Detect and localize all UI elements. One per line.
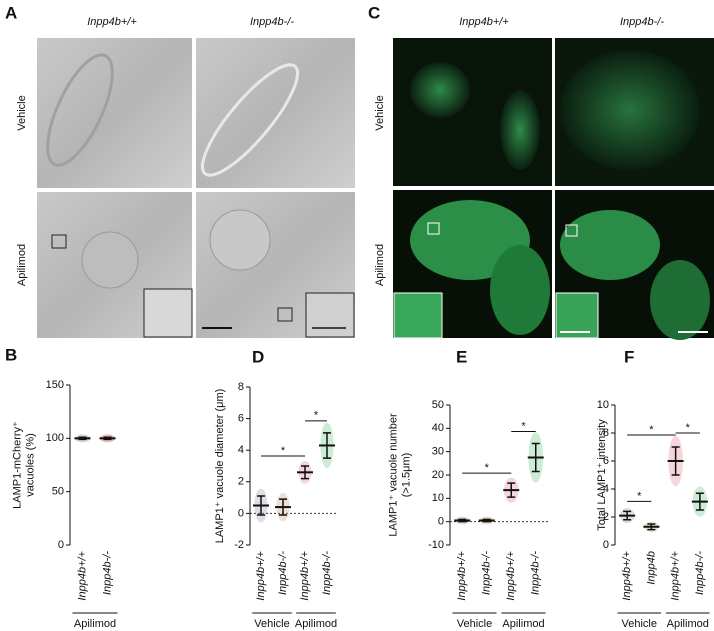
y-tick-label: 150 <box>46 379 64 391</box>
y-axis-label: (>1.5μm) <box>400 453 412 498</box>
significance-label: * <box>521 420 526 432</box>
y-tick-label: 4 <box>238 444 244 456</box>
group-label: Vehicle <box>457 618 492 630</box>
group-label: Apilimod <box>295 618 337 630</box>
row-label: Apilimod <box>374 244 386 286</box>
y-tick-label: 50 <box>432 399 444 411</box>
significance-label: * <box>485 462 490 474</box>
y-tick-label: 50 <box>52 486 64 498</box>
x-tick-label: Inpp4b+/+ <box>670 550 682 600</box>
x-tick-label: Inpp4b-/- <box>101 551 113 595</box>
panel-letter: E <box>456 347 467 366</box>
x-tick-label: Inpp4b-/- <box>481 551 493 595</box>
x-tick-label: Inpp4b+/+ <box>456 550 468 600</box>
y-axis-label: vacuoles (%) <box>24 433 36 497</box>
panel-c-images <box>393 38 714 340</box>
significance-label: * <box>637 490 642 502</box>
x-tick-label: Inpp4b+/+ <box>621 550 633 600</box>
group-label: Vehicle <box>622 618 657 630</box>
y-tick-label: 10 <box>597 399 609 411</box>
y-tick-label: 40 <box>432 422 444 434</box>
x-tick-label: Inpp4b+/+ <box>505 550 517 600</box>
panel-letter: B <box>5 345 17 364</box>
y-tick-label: 2 <box>603 511 609 523</box>
y-tick-label: 2 <box>238 476 244 488</box>
group-label: Apilimod <box>74 618 116 630</box>
significance-label: * <box>281 445 286 457</box>
row-label: Vehicle <box>16 95 28 130</box>
y-tick-label: 4 <box>603 483 609 495</box>
column-header: Inpp4b+/+ <box>459 16 509 28</box>
x-tick-label: Inpp4b+/+ <box>255 550 267 600</box>
x-tick-label: Inpp4b-/- <box>694 551 706 595</box>
x-tick-label: Inpp4b+/+ <box>76 550 88 600</box>
y-tick-label: 0 <box>58 539 64 551</box>
panel-letter: C <box>368 3 380 22</box>
panel-a-images <box>37 38 355 338</box>
x-tick-label: Inpp4b-/- <box>321 551 333 595</box>
y-axis-label: LAMP1⁺ vacuole number <box>387 413 399 537</box>
significance-label: * <box>649 424 654 436</box>
row-label: Apilimod <box>16 244 28 286</box>
y-axis-label: LAMP1⁺ vacuole diameter (μm) <box>214 389 226 544</box>
y-tick-label: -10 <box>428 539 444 551</box>
group-label: Vehicle <box>254 618 289 630</box>
group-label: Apilimod <box>502 618 544 630</box>
column-header: Inpp4b+/+ <box>87 16 137 28</box>
significance-label: * <box>686 422 691 434</box>
y-tick-label: 8 <box>238 381 244 393</box>
panel-letter: D <box>252 347 264 366</box>
y-axis-label: LAMP1-mCherry⁺ <box>11 421 23 509</box>
y-tick-label: 0 <box>438 516 444 528</box>
x-tick-label: Inpp4b-/- <box>530 551 542 595</box>
y-tick-label: -2 <box>234 539 244 551</box>
x-tick-label: Inpp4b-/- <box>277 551 289 595</box>
column-header: Inpp4b-/- <box>620 16 664 28</box>
y-tick-label: 8 <box>603 427 609 439</box>
y-tick-label: 30 <box>432 446 444 458</box>
row-label: Vehicle <box>374 95 386 130</box>
y-tick-label: 20 <box>432 469 444 481</box>
y-tick-label: 10 <box>432 492 444 504</box>
y-tick-label: 0 <box>603 539 609 551</box>
y-tick-label: 6 <box>238 413 244 425</box>
panel-letter: F <box>624 347 634 366</box>
column-header: Inpp4b-/- <box>250 16 294 28</box>
y-axis-label: Total LAMP1⁺ intensity <box>596 419 608 531</box>
panel-letter: A <box>5 3 17 22</box>
x-tick-label: Inpp4b+/+ <box>299 550 311 600</box>
x-tick-label: Inpp4b <box>645 551 657 585</box>
significance-label: * <box>314 410 319 422</box>
y-tick-label: 0 <box>238 507 244 519</box>
y-tick-label: 6 <box>603 455 609 467</box>
y-tick-label: 100 <box>46 432 64 444</box>
group-label: Apilimod <box>667 618 709 630</box>
